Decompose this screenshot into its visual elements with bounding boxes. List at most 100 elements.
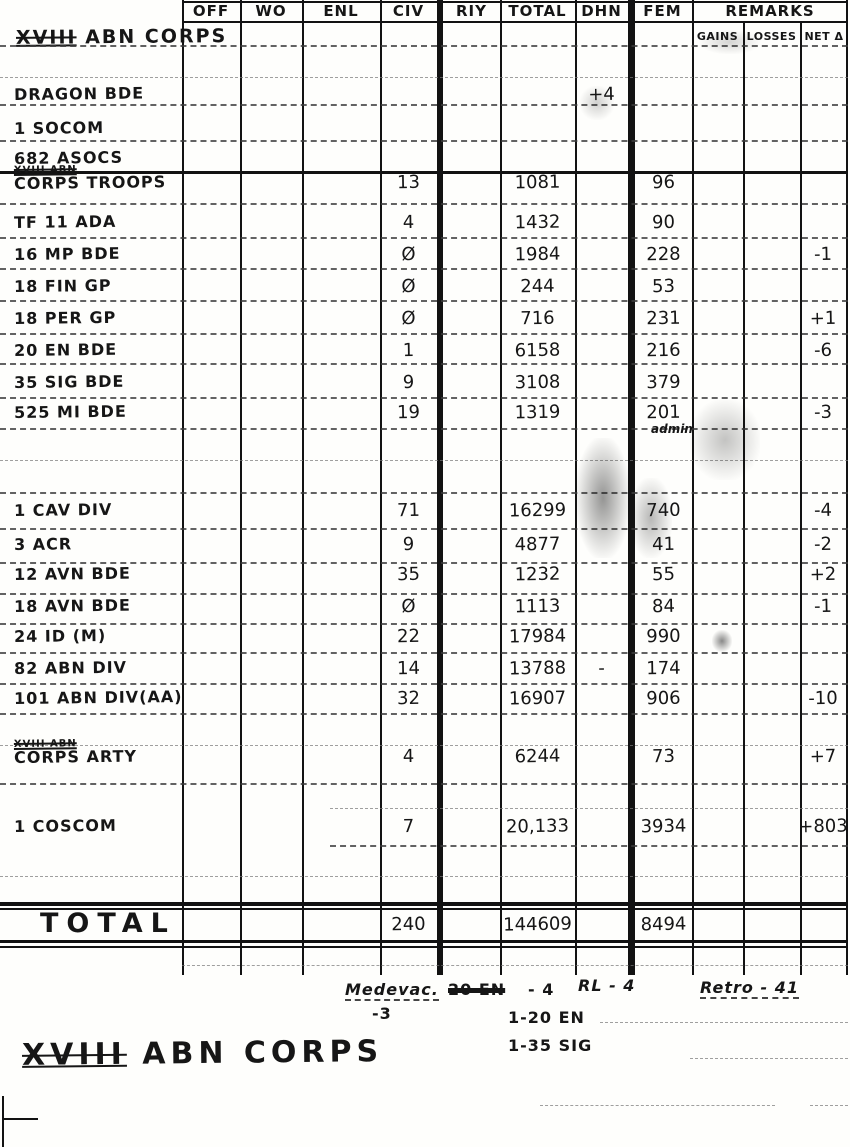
grid-horizontal-line	[0, 623, 848, 625]
row-name: DRAGON BDE	[14, 83, 186, 104]
cell-total: 6158	[514, 339, 561, 362]
grid-horizontal-line	[0, 77, 848, 78]
cell-civ: 9	[402, 371, 415, 394]
grid-horizontal-line	[0, 268, 848, 270]
grid-horizontal-line	[690, 1058, 848, 1059]
table-row: 101 ABN DIV(AA) 32 16907 906 -10	[0, 686, 850, 722]
grid-horizontal-line	[0, 713, 848, 715]
cell-net: +803	[798, 815, 848, 838]
column-header-civ: CIV	[392, 2, 425, 20]
column-header-off: OFF	[192, 2, 230, 20]
grid-horizontal-line	[0, 562, 848, 564]
row-name: XVIII ABN CORPS TROOPS	[14, 163, 186, 193]
cell-total: 716	[520, 307, 555, 330]
grid-horizontal-line	[0, 428, 848, 430]
grid-horizontal-line	[0, 300, 848, 302]
cell-civ: 9	[402, 533, 415, 556]
cell-net: +7	[809, 745, 837, 768]
row-name-label: 101 ABN DIV(AA)	[13, 686, 183, 709]
grid-horizontal-line	[182, 965, 848, 966]
cell-civ: Ø	[401, 595, 416, 618]
grid-horizontal-line	[0, 140, 848, 142]
row-name: 3 ACR	[14, 533, 186, 554]
total-row-label: TOTAL	[40, 908, 176, 939]
cell-total: 3108	[514, 371, 561, 394]
cell-fem: 216	[646, 339, 681, 362]
grid-horizontal-line	[182, 1, 848, 3]
row-name: 82 ABN DIV	[14, 657, 186, 678]
grid-vertical-line	[800, 21, 802, 975]
grid-vertical-line	[500, 0, 502, 975]
cell-total: 13788	[508, 657, 567, 680]
cell-net: -1	[813, 243, 833, 266]
grid-vertical-line	[575, 0, 577, 975]
cell-fem: 41	[651, 533, 676, 556]
cell-total: 6244	[514, 745, 561, 768]
row-name-label: 3 ACR	[13, 534, 73, 555]
grid-horizontal-line	[0, 876, 848, 877]
grid-vertical-line	[437, 0, 443, 975]
table-row: 24 ID (M) 22 17984 990	[0, 626, 850, 660]
table-row: 1 CAV DIV 71 16299 740 -4	[0, 500, 850, 534]
cell-net: -1	[813, 595, 833, 618]
cell-fem: 90	[651, 211, 676, 234]
cell-civ: 71	[396, 499, 421, 522]
cell-fem: 53	[651, 275, 676, 298]
footnote-rl: RL - 4	[578, 976, 636, 995]
cell-civ: Ø	[401, 243, 416, 266]
row-name-label: 18 AVN BDE	[13, 595, 132, 617]
footnote-crossed-value: - 4	[528, 980, 555, 999]
cell-net: +1	[809, 307, 837, 330]
footnote-1-20-en: 1-20 EN	[508, 1008, 585, 1027]
cell-fem: 740	[646, 499, 681, 522]
footnote-medevac-value: -3	[372, 1004, 392, 1023]
cell-total: 17984	[508, 625, 567, 648]
table-row: 20 EN BDE 1 6158 216 -6	[0, 340, 850, 374]
cell-fem: 174	[646, 657, 681, 680]
total-cell-fem: 8494	[640, 913, 687, 936]
remarks-subheader-losses: LOSSES	[746, 30, 797, 43]
row-name-label: 35 SIG BDE	[13, 371, 125, 393]
cell-fem: 73	[651, 745, 676, 768]
column-header-remarks: REMARKS	[725, 2, 815, 20]
row-name-label: CORPS TROOPS	[13, 172, 167, 194]
footnote-crossed-out: 20 EN	[448, 980, 506, 999]
cell-civ: 19	[396, 401, 421, 424]
cell-total: 4877	[514, 533, 561, 556]
table-row: 18 FIN GP Ø 244 53	[0, 276, 850, 310]
cell-total: 1432	[514, 211, 561, 234]
grid-horizontal-line	[0, 492, 848, 494]
grid-horizontal-line	[0, 908, 848, 910]
column-header-wo: WO	[255, 2, 287, 20]
page-corner-mark	[2, 1096, 4, 1147]
cell-civ: 7	[402, 815, 415, 838]
row-name: XVIII ABN CORPS ARTY	[14, 737, 186, 767]
cell-total: 16907	[508, 687, 567, 710]
grid-vertical-line	[240, 0, 242, 975]
cell-civ: 14	[396, 657, 421, 680]
column-header-total: TOTAL	[508, 2, 567, 20]
row-name: 20 EN BDE	[14, 339, 186, 360]
grid-horizontal-line	[0, 397, 848, 399]
cell-fem: 201	[646, 401, 681, 424]
grid-horizontal-line	[0, 783, 848, 785]
row-name-label: 24 ID (M)	[13, 625, 107, 647]
grid-vertical-line	[628, 0, 635, 975]
table-row: XVIII ABN CORPS ARTY 4 6244 73 +7	[0, 738, 850, 780]
row-name: 24 ID (M)	[14, 625, 186, 646]
table-row: 525 MI BDE 19 1319 201 -3 admin	[0, 402, 850, 436]
row-name: 35 SIG BDE	[14, 371, 186, 392]
footer-title-rest: ABN CORPS	[126, 1034, 384, 1072]
row-name: 16 MP BDE	[14, 243, 186, 264]
cell-civ: Ø	[401, 307, 416, 330]
cell-total: 1232	[514, 563, 561, 586]
total-cell-civ: 240	[391, 913, 426, 936]
grid-horizontal-line	[330, 845, 848, 847]
row-name-label: 525 MI BDE	[13, 401, 127, 423]
cell-total: 1113	[514, 595, 561, 618]
footer-title-roman: XVIII	[21, 1036, 128, 1073]
grid-horizontal-line	[182, 21, 848, 23]
cell-fem: 3934	[640, 815, 687, 838]
cell-civ: 13	[396, 171, 421, 194]
cell-total: 1319	[514, 401, 561, 424]
